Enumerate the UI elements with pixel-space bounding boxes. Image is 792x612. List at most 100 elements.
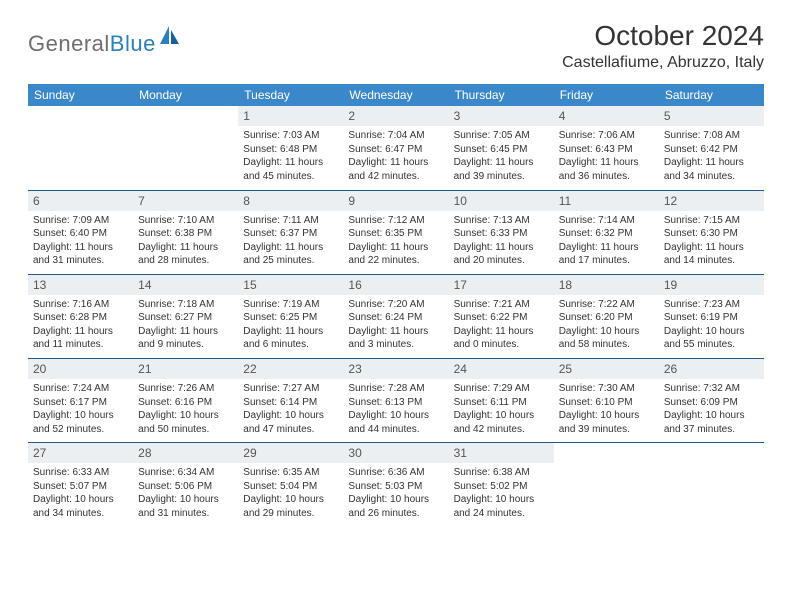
day-detail-line: and 0 minutes. bbox=[454, 338, 549, 352]
calendar-week-row: 20 Sunrise: 7:24 AMSunset: 6:17 PMDayligh… bbox=[28, 358, 764, 442]
logo-part1: General bbox=[28, 31, 110, 56]
day-detail-line: and 25 minutes. bbox=[243, 254, 338, 268]
day-details: Sunrise: 7:27 AMSunset: 6:14 PMDaylight:… bbox=[243, 382, 338, 436]
day-detail-line: Sunrise: 7:23 AM bbox=[664, 298, 759, 312]
day-detail-line: Sunset: 6:45 PM bbox=[454, 143, 549, 157]
day-detail-line: and 42 minutes. bbox=[454, 423, 549, 437]
day-detail-line: Sunrise: 7:04 AM bbox=[348, 129, 443, 143]
calendar-day-cell: 27Sunrise: 6:33 AMSunset: 5:07 PMDayligh… bbox=[28, 443, 133, 527]
day-details: Sunrise: 7:15 AMSunset: 6:30 PMDaylight:… bbox=[664, 214, 759, 268]
day-number: 19 bbox=[659, 275, 764, 295]
day-detail-line: Daylight: 10 hours bbox=[33, 493, 128, 507]
day-details: Sunrise: 7:13 AMSunset: 6:33 PMDaylight:… bbox=[454, 214, 549, 268]
day-detail-line: Sunrise: 7:05 AM bbox=[454, 129, 549, 143]
day-details: Sunrise: 7:24 AMSunset: 6:17 PMDaylight:… bbox=[33, 382, 128, 436]
day-detail-line: and 39 minutes. bbox=[454, 170, 549, 184]
day-detail-line: Daylight: 11 hours bbox=[348, 325, 443, 339]
calendar-day-cell: 16Sunrise: 7:20 AMSunset: 6:24 PMDayligh… bbox=[343, 274, 448, 358]
calendar-day-cell: 2Sunrise: 7:04 AMSunset: 6:47 PMDaylight… bbox=[343, 106, 448, 190]
day-detail-line: Sunset: 6:24 PM bbox=[348, 311, 443, 325]
day-header: Friday bbox=[554, 84, 659, 106]
day-detail-line: Sunset: 6:19 PM bbox=[664, 311, 759, 325]
day-details: Sunrise: 6:34 AMSunset: 5:06 PMDaylight:… bbox=[138, 466, 233, 520]
day-detail-line: Daylight: 11 hours bbox=[243, 325, 338, 339]
day-details: Sunrise: 6:35 AMSunset: 5:04 PMDaylight:… bbox=[243, 466, 338, 520]
day-detail-line: Daylight: 11 hours bbox=[243, 241, 338, 255]
day-detail-line: Sunset: 6:48 PM bbox=[243, 143, 338, 157]
day-detail-line: Sunset: 6:13 PM bbox=[348, 396, 443, 410]
day-number: 6 bbox=[28, 191, 133, 211]
day-detail-line: Daylight: 10 hours bbox=[33, 409, 128, 423]
day-detail-line: Daylight: 10 hours bbox=[664, 325, 759, 339]
day-number: 20 bbox=[28, 359, 133, 379]
day-detail-line: and 44 minutes. bbox=[348, 423, 443, 437]
day-number: 30 bbox=[343, 443, 448, 463]
day-detail-line: and 14 minutes. bbox=[664, 254, 759, 268]
day-detail-line: Sunrise: 7:32 AM bbox=[664, 382, 759, 396]
day-detail-line: and 9 minutes. bbox=[138, 338, 233, 352]
day-details: Sunrise: 7:20 AMSunset: 6:24 PMDaylight:… bbox=[348, 298, 443, 352]
calendar-day-cell: 22Sunrise: 7:27 AMSunset: 6:14 PMDayligh… bbox=[238, 358, 343, 442]
day-details: Sunrise: 7:29 AMSunset: 6:11 PMDaylight:… bbox=[454, 382, 549, 436]
day-detail-line: Daylight: 11 hours bbox=[559, 241, 654, 255]
day-detail-line: and 3 minutes. bbox=[348, 338, 443, 352]
day-detail-line: Sunset: 6:43 PM bbox=[559, 143, 654, 157]
day-detail-line: Sunset: 6:16 PM bbox=[138, 396, 233, 410]
day-detail-line: Daylight: 11 hours bbox=[243, 156, 338, 170]
day-detail-line: Sunrise: 7:12 AM bbox=[348, 214, 443, 228]
day-detail-line: Daylight: 11 hours bbox=[664, 156, 759, 170]
day-detail-line: and 20 minutes. bbox=[454, 254, 549, 268]
day-details: Sunrise: 6:36 AMSunset: 5:03 PMDaylight:… bbox=[348, 466, 443, 520]
calendar-day-cell: 4Sunrise: 7:06 AMSunset: 6:43 PMDaylight… bbox=[554, 106, 659, 190]
day-detail-line: Sunrise: 7:19 AM bbox=[243, 298, 338, 312]
day-detail-line: Sunset: 6:37 PM bbox=[243, 227, 338, 241]
day-detail-line: Sunset: 5:04 PM bbox=[243, 480, 338, 494]
day-detail-line: and 31 minutes. bbox=[33, 254, 128, 268]
day-detail-line: Sunset: 6:30 PM bbox=[664, 227, 759, 241]
calendar-day-cell: 26 Sunrise: 7:32 AMSunset: 6:09 PMDayligh… bbox=[659, 358, 764, 442]
day-detail-line: Sunset: 6:27 PM bbox=[138, 311, 233, 325]
day-header: Wednesday bbox=[343, 84, 448, 106]
day-number: 15 bbox=[238, 275, 343, 295]
day-detail-line: Sunrise: 7:30 AM bbox=[559, 382, 654, 396]
day-detail-line: Sunset: 6:10 PM bbox=[559, 396, 654, 410]
day-details: Sunrise: 7:09 AMSunset: 6:40 PMDaylight:… bbox=[33, 214, 128, 268]
day-detail-line: Daylight: 11 hours bbox=[138, 241, 233, 255]
location-subtitle: Castellafiume, Abruzzo, Italy bbox=[562, 54, 764, 72]
day-detail-line: Sunrise: 6:34 AM bbox=[138, 466, 233, 480]
day-number: 26 bbox=[659, 359, 764, 379]
day-details: Sunrise: 6:38 AMSunset: 5:02 PMDaylight:… bbox=[454, 466, 549, 520]
day-detail-line: Sunrise: 6:35 AM bbox=[243, 466, 338, 480]
calendar-day-cell: 13Sunrise: 7:16 AMSunset: 6:28 PMDayligh… bbox=[28, 274, 133, 358]
day-detail-line: and 47 minutes. bbox=[243, 423, 338, 437]
day-detail-line: Daylight: 10 hours bbox=[243, 493, 338, 507]
calendar-day-cell: 6 Sunrise: 7:09 AMSunset: 6:40 PMDaylight… bbox=[28, 190, 133, 274]
day-detail-line: Sunset: 6:14 PM bbox=[243, 396, 338, 410]
day-detail-line: Sunset: 6:09 PM bbox=[664, 396, 759, 410]
day-detail-line: Daylight: 10 hours bbox=[664, 409, 759, 423]
calendar-day-cell: 15Sunrise: 7:19 AMSunset: 6:25 PMDayligh… bbox=[238, 274, 343, 358]
day-detail-line: Sunrise: 7:26 AM bbox=[138, 382, 233, 396]
calendar-day-cell: 7Sunrise: 7:10 AMSunset: 6:38 PMDaylight… bbox=[133, 190, 238, 274]
day-number: 1 bbox=[238, 106, 343, 126]
day-details: Sunrise: 7:05 AMSunset: 6:45 PMDaylight:… bbox=[454, 129, 549, 183]
day-number: 7 bbox=[133, 191, 238, 211]
day-number: 23 bbox=[343, 359, 448, 379]
day-detail-line: Daylight: 11 hours bbox=[33, 325, 128, 339]
day-number: 2 bbox=[343, 106, 448, 126]
day-detail-line: and 50 minutes. bbox=[138, 423, 233, 437]
day-detail-line: and 31 minutes. bbox=[138, 507, 233, 521]
day-detail-line: and 28 minutes. bbox=[138, 254, 233, 268]
calendar-empty-cell bbox=[554, 443, 659, 527]
day-number: 11 bbox=[554, 191, 659, 211]
day-details: Sunrise: 7:32 AMSunset: 6:09 PMDaylight:… bbox=[664, 382, 759, 436]
day-detail-line: Sunrise: 6:33 AM bbox=[33, 466, 128, 480]
calendar-day-cell: 25Sunrise: 7:30 AMSunset: 6:10 PMDayligh… bbox=[554, 358, 659, 442]
calendar-day-cell: 17Sunrise: 7:21 AMSunset: 6:22 PMDayligh… bbox=[449, 274, 554, 358]
day-detail-line: Daylight: 10 hours bbox=[348, 409, 443, 423]
day-detail-line: Sunset: 5:07 PM bbox=[33, 480, 128, 494]
day-number: 29 bbox=[238, 443, 343, 463]
calendar-empty-cell bbox=[133, 106, 238, 190]
day-number: 4 bbox=[554, 106, 659, 126]
day-detail-line: Sunset: 6:28 PM bbox=[33, 311, 128, 325]
